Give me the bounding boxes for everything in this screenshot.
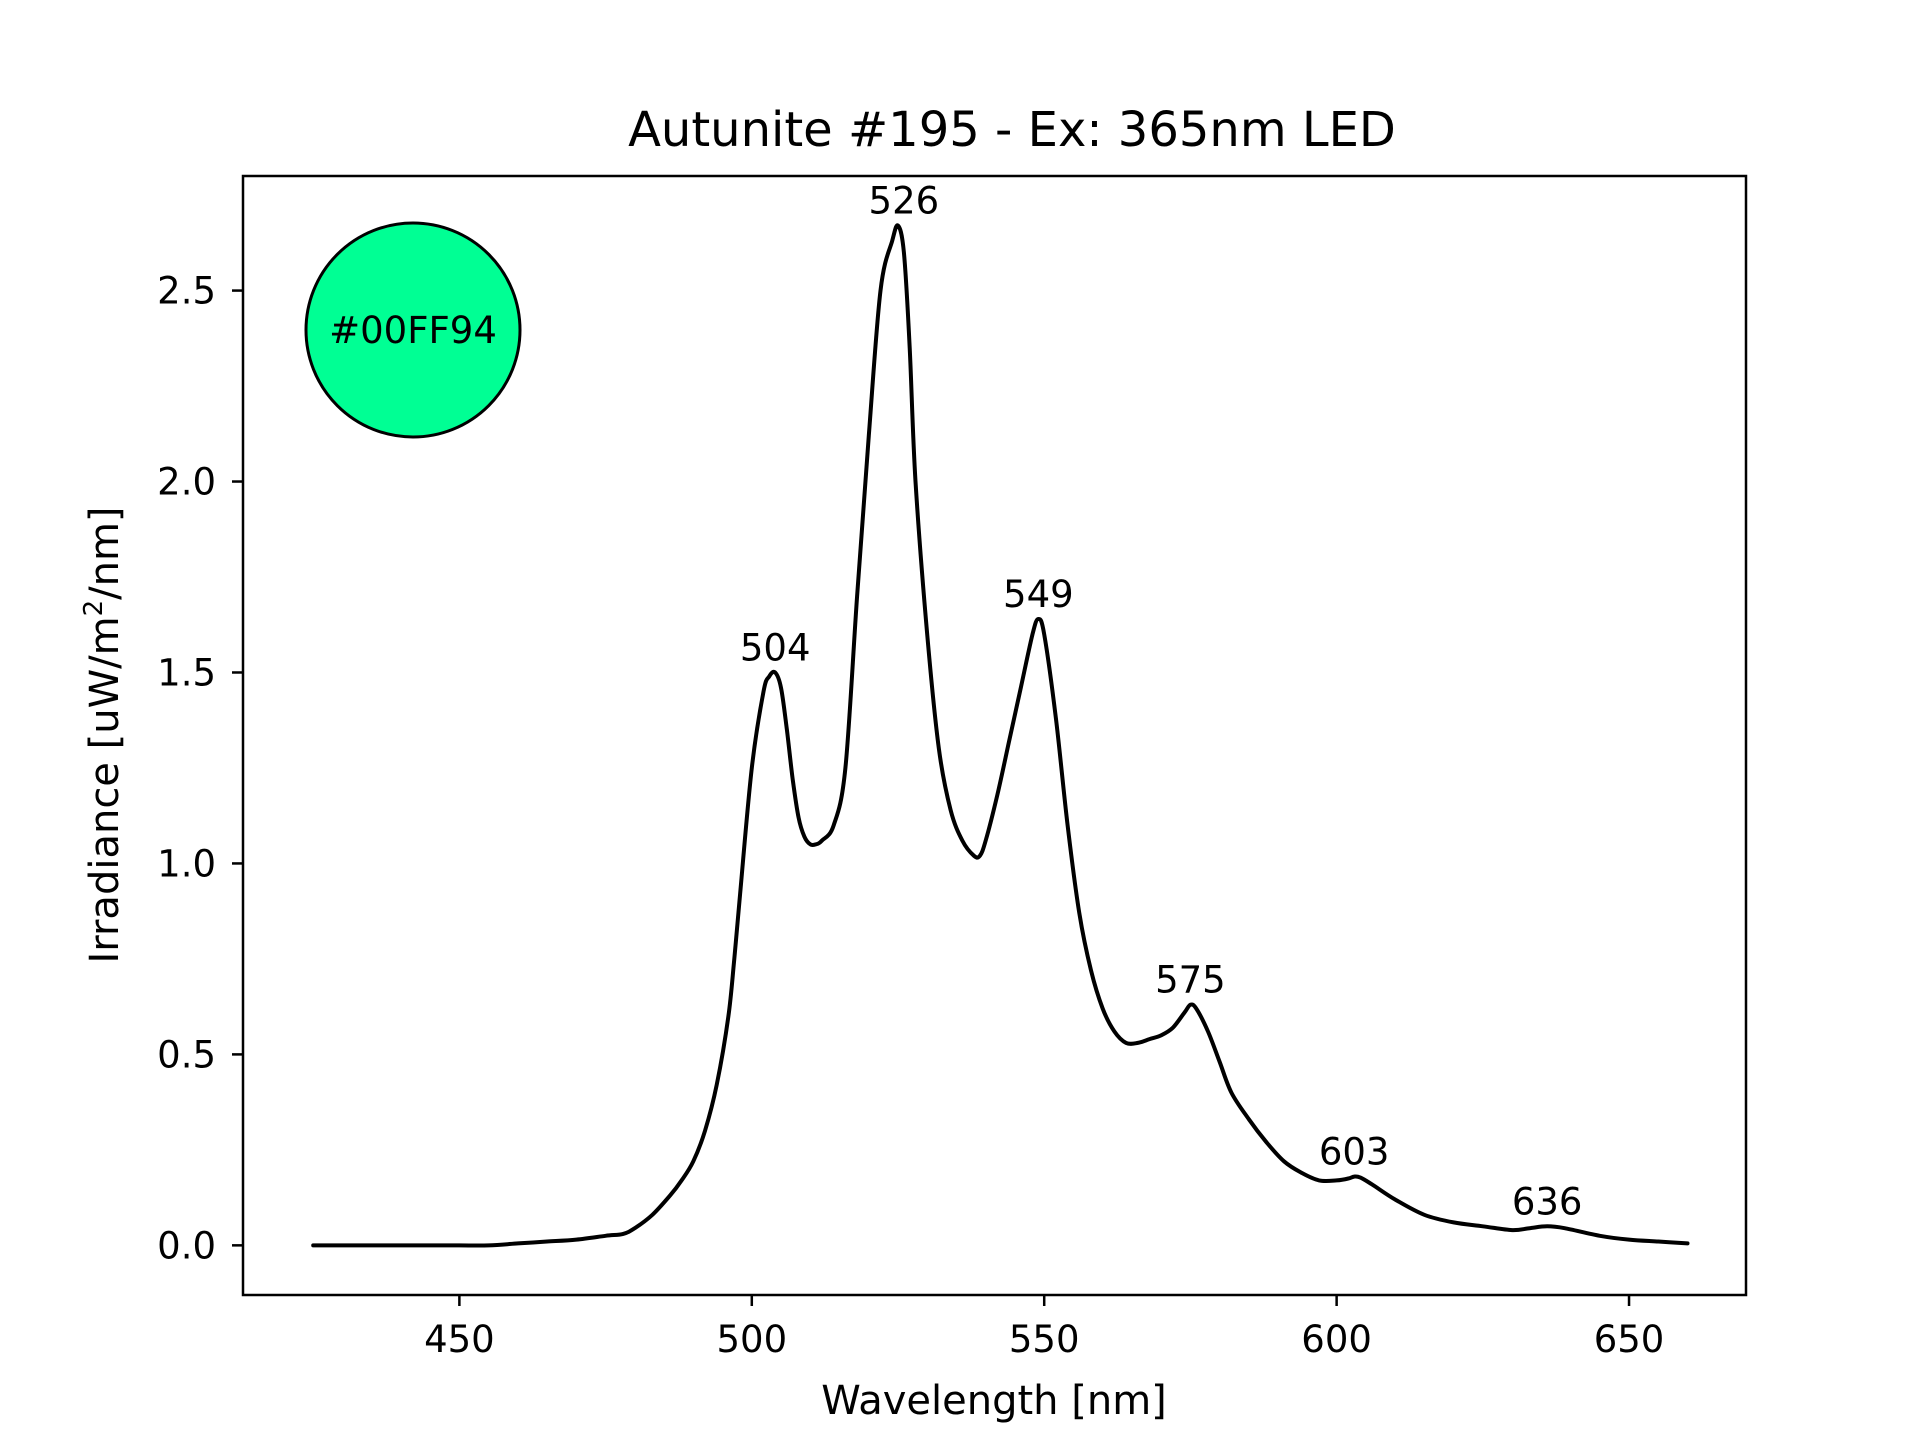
peak-label: 504 [740, 626, 811, 669]
y-axis-ticks: 0.0 0.5 1.0 1.5 2.0 2.5 [157, 270, 243, 1267]
spectrum-line [311, 223, 1690, 1248]
y-tick-label: 1.0 [157, 842, 216, 885]
x-tick-label: 500 [716, 1318, 787, 1361]
plot-area [241, 174, 1748, 1297]
y-tick-label: 2.0 [157, 461, 216, 504]
peak-label: 549 [1003, 573, 1074, 616]
x-axis-ticks: 450 500 550 600 650 [424, 1295, 1664, 1361]
peak-label: 636 [1512, 1180, 1583, 1223]
x-tick-label: 650 [1594, 1318, 1665, 1361]
x-axis-label: Wavelength [nm] [821, 1378, 1167, 1424]
x-tick-label: 600 [1301, 1318, 1372, 1361]
y-tick-label: 1.5 [157, 651, 216, 694]
color-swatch: #00FF94 [304, 221, 522, 439]
y-tick-label: 2.5 [157, 270, 216, 313]
color-swatch-label: #00FF94 [329, 309, 497, 352]
y-axis-label: Irradiance [uW/m2/nm] [79, 506, 128, 963]
color-swatch-circle [304, 221, 522, 439]
peak-label: 603 [1319, 1131, 1390, 1174]
peak-label: 526 [869, 180, 940, 223]
y-tick-label: 0.0 [157, 1224, 216, 1267]
x-tick-label: 550 [1009, 1318, 1080, 1361]
y-tick-label: 0.5 [157, 1033, 216, 1076]
peak-label: 575 [1155, 959, 1226, 1002]
peak-labels: 504 526 549 575 603 636 [740, 180, 1583, 1224]
chart-title: Autunite #195 - Ex: 365nm LED [628, 102, 1396, 158]
x-tick-label: 450 [424, 1318, 495, 1361]
